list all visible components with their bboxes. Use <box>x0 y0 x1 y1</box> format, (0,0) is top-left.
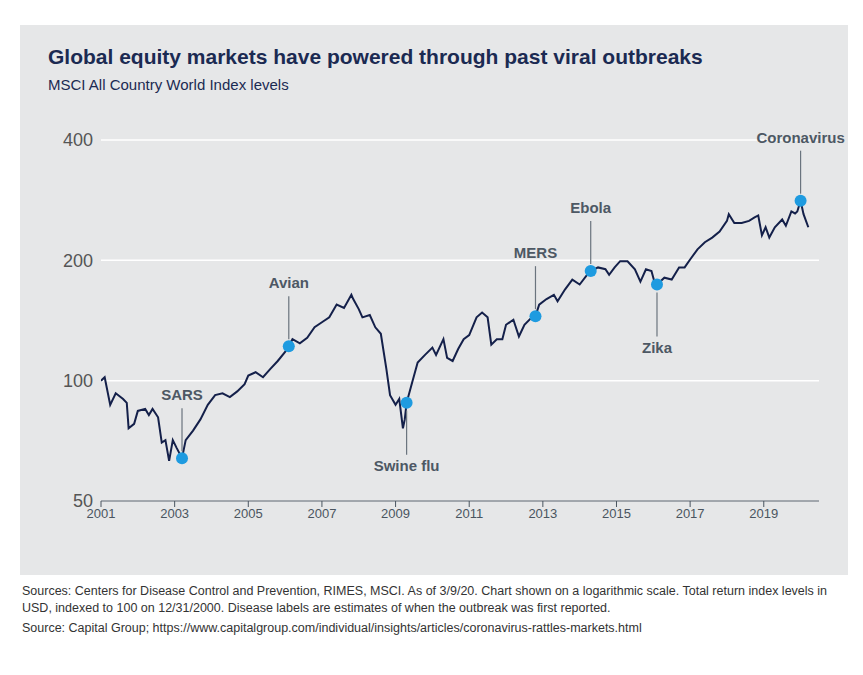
html-text:Source: Capital Group; https:/: Source: Capital Group; https://www.capit… <box>22 621 642 635</box>
svg-text:2019: 2019 <box>749 506 778 521</box>
svg-text:2007: 2007 <box>307 506 336 521</box>
svg-text:2017: 2017 <box>676 506 705 521</box>
svg-text:MERS: MERS <box>514 244 557 261</box>
svg-text:50: 50 <box>73 491 93 511</box>
svg-text:Zika: Zika <box>642 339 673 356</box>
svg-text:Ebola: Ebola <box>570 199 611 216</box>
svg-text:2011: 2011 <box>455 506 483 521</box>
svg-text:Swine flu: Swine flu <box>374 457 440 474</box>
svg-text:2005: 2005 <box>234 506 263 521</box>
svg-text:2003: 2003 <box>160 506 189 521</box>
html-text:MSCI All Country World Index l: MSCI All Country World Index levels <box>48 76 289 93</box>
html-text:Global equity markets have pow: Global equity markets have powered throu… <box>48 45 703 68</box>
svg-text:2009: 2009 <box>381 506 410 521</box>
svg-text:100: 100 <box>63 371 93 391</box>
svg-text:2001: 2001 <box>86 506 116 522</box>
svg-text:2013: 2013 <box>528 506 557 521</box>
html-text:Sources: Centers for Disease C: Sources: Centers for Disease Control and… <box>22 584 827 615</box>
svg-text:400: 400 <box>63 130 93 150</box>
svg-text:Coronavirus: Coronavirus <box>756 129 844 146</box>
svg-text:SARS: SARS <box>161 386 203 403</box>
svg-text:Avian: Avian <box>269 274 309 291</box>
svg-text:200: 200 <box>63 251 93 271</box>
svg-text:2015: 2015 <box>602 506 631 521</box>
